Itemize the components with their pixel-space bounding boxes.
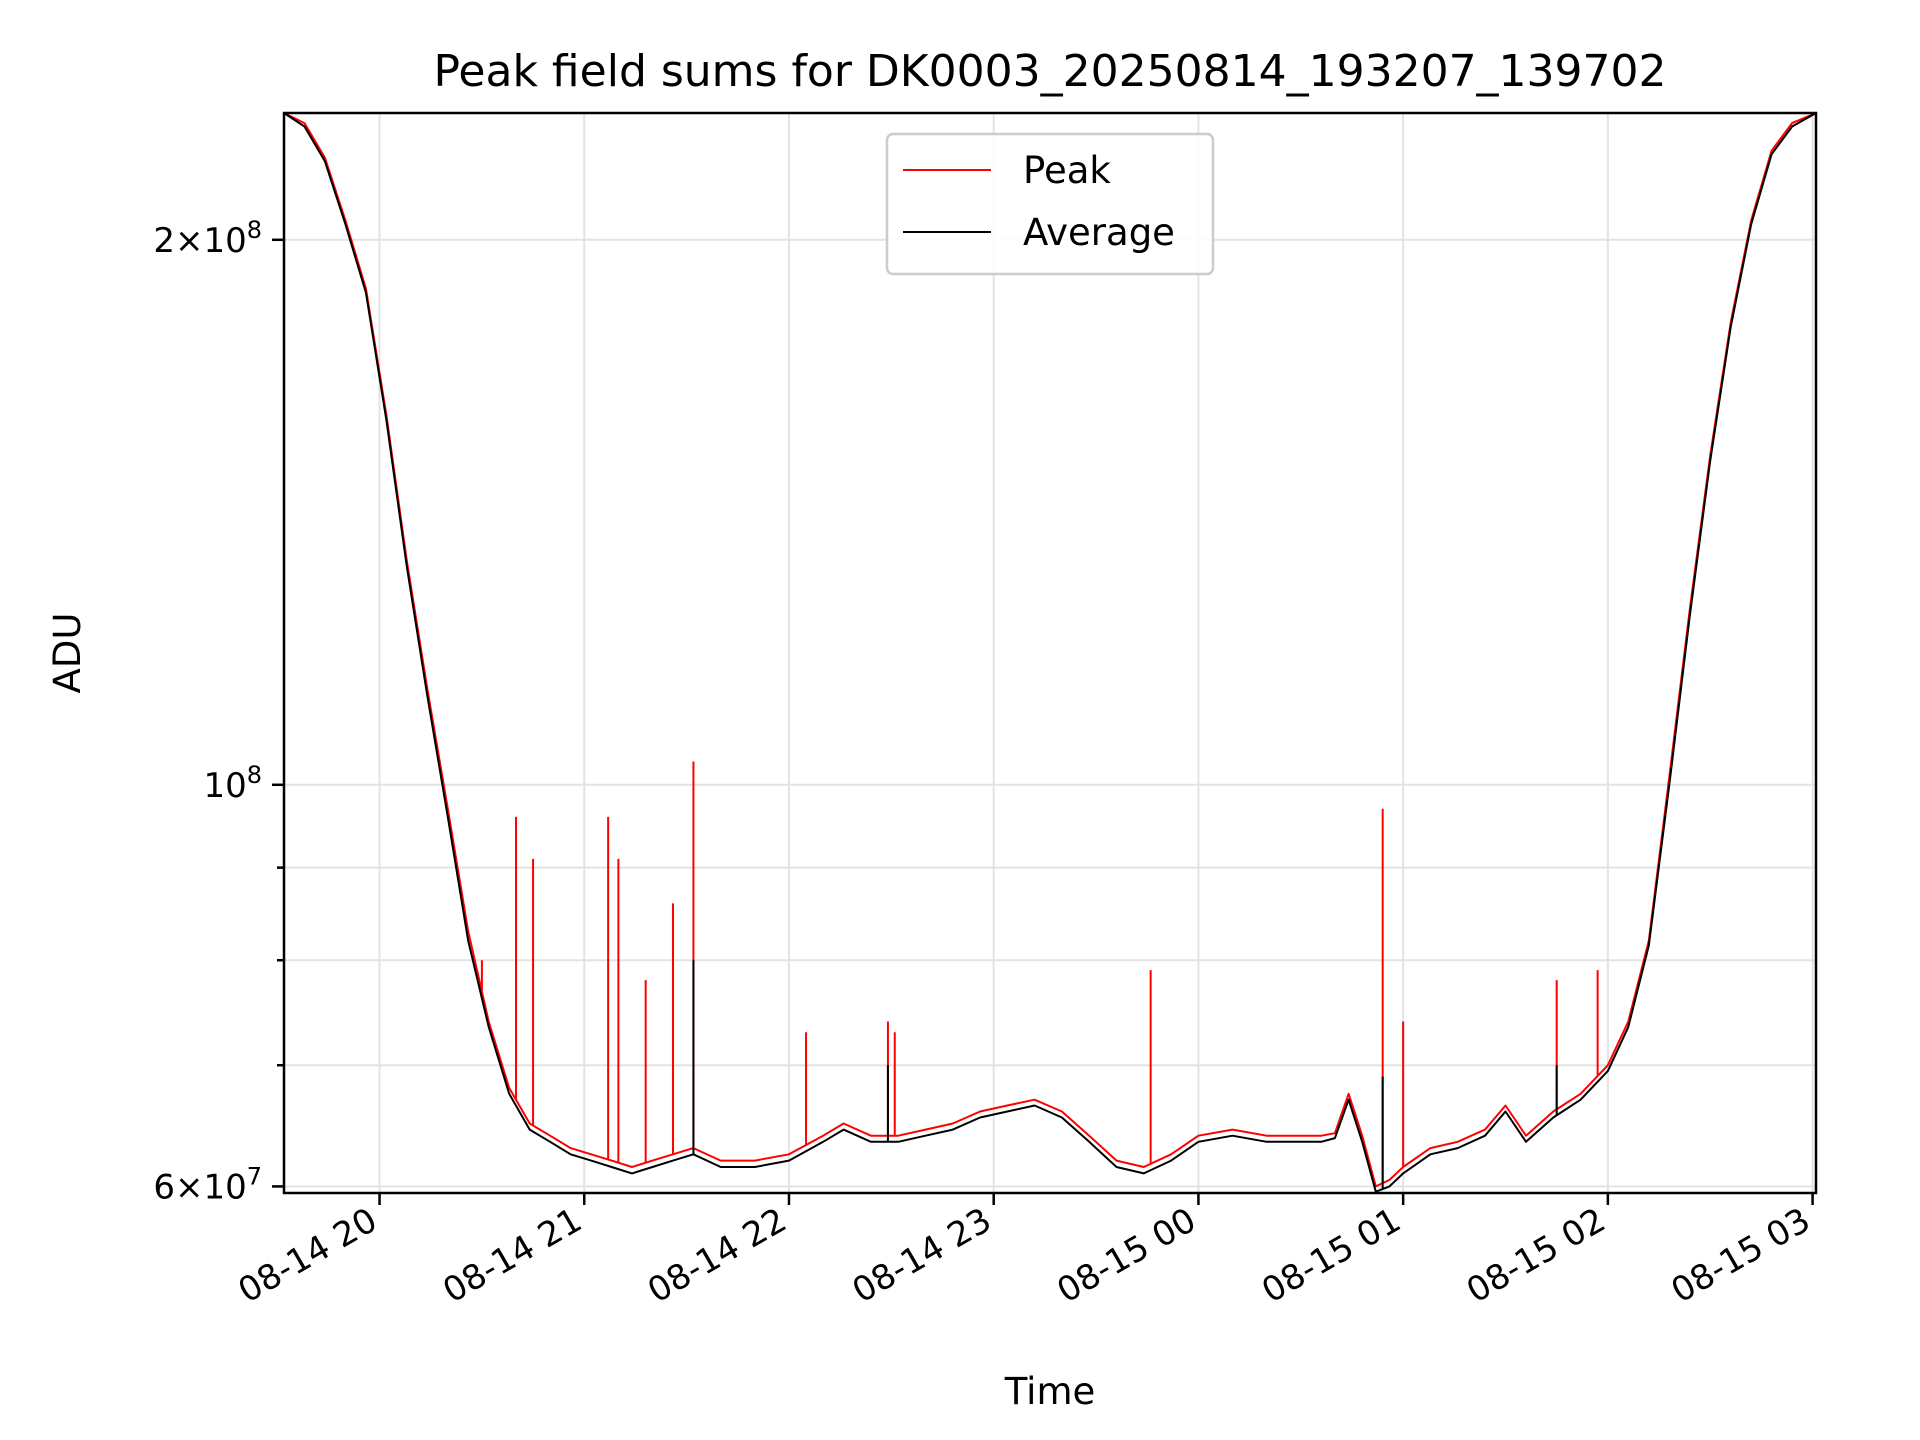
series-line-peak [283,112,1817,1188]
y-tick-label: 2×108 [153,216,262,261]
x-axis-label: Time [1004,1370,1096,1413]
y-tick-label: 108 [203,761,262,806]
series-line-average [283,112,1817,1193]
legend-label-peak: Peak [1023,149,1111,192]
y-axis-label: ADU [46,613,89,694]
chart-title: Peak field sums for DK0003_20250814_1932… [433,46,1666,97]
plot-frame [282,111,1818,1195]
legend-label-average: Average [1023,211,1175,254]
y-tick-label: 6×107 [153,1162,262,1207]
legend: Peak Average [885,132,1215,276]
y-axis: 6×107 108 2×108 [153,216,284,1207]
series-lines [283,112,1817,1193]
